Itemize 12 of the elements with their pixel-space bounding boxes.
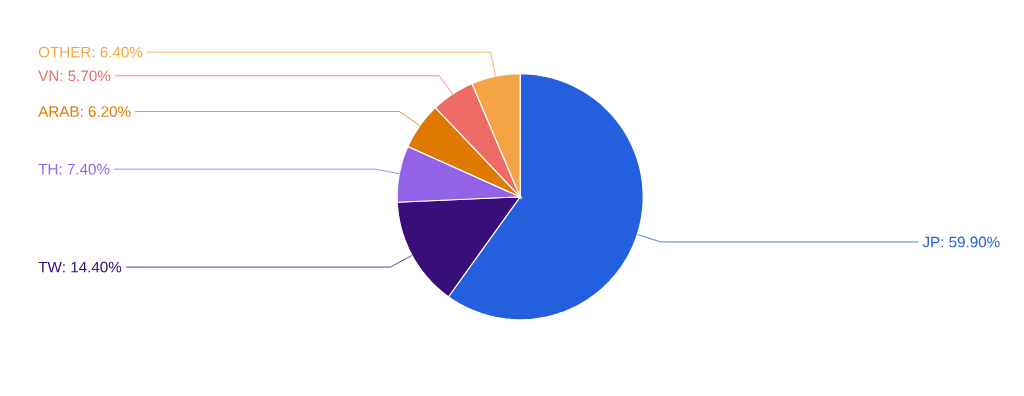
data-label: : 5.70% [60,70,111,82]
slice-label: JP [922,236,940,248]
data-label: : 6.40% [92,47,143,58]
slice-label: TH [38,164,58,175]
data-label: : 6.20% [80,106,131,118]
slice-label: VN [38,70,59,82]
data-label: : 59.90% [941,236,1000,248]
slice-label: TW [38,262,62,273]
data-label: : 14.40% [63,261,122,273]
slice-label: ARAB [38,106,79,117]
data-label: : 7.40% [59,163,110,175]
slice-label: OTHER [38,47,91,58]
